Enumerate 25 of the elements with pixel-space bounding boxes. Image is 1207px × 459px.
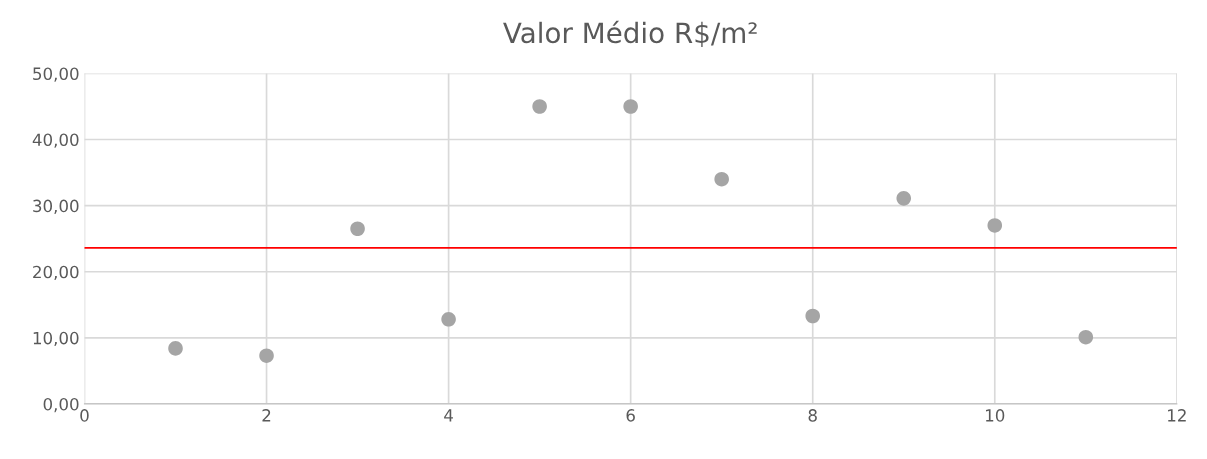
point (168, 341, 183, 356)
point (441, 312, 456, 327)
chart-title: Valor Médio R$/m² (503, 20, 757, 47)
y-tick-label: 40,00 (32, 133, 79, 148)
y-tick-label: 0,00 (43, 397, 79, 413)
x-tick-label: 10 (986, 409, 1005, 422)
y-tick-label: 30,00 (33, 199, 79, 214)
point (259, 348, 274, 363)
y-tick-label: 50,00 (33, 67, 79, 82)
point (714, 171, 729, 187)
point (805, 308, 820, 324)
point (532, 99, 547, 114)
point (1078, 329, 1094, 345)
x-tick-label: 4 (444, 409, 453, 422)
y-tick-label: 10,00 (33, 331, 79, 347)
point (350, 221, 365, 237)
y-tick-label: 20,00 (33, 265, 79, 280)
x-tick-label: 12 (1168, 409, 1186, 422)
x-tick-label: 6 (626, 409, 635, 422)
point (896, 191, 912, 206)
x-tick-label: 8 (808, 409, 817, 422)
point (987, 218, 1003, 233)
point (623, 99, 638, 114)
x-tick-label: 2 (262, 409, 271, 422)
x-tick-label: 0 (80, 409, 89, 422)
